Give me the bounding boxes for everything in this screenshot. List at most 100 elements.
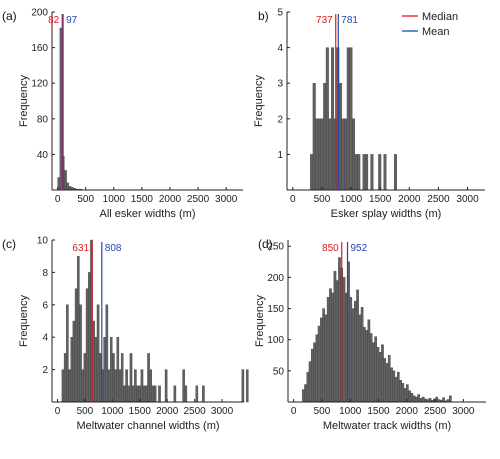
- x-tick-label: 0: [291, 406, 297, 417]
- x-tick-label: 500: [314, 194, 331, 205]
- histogram-bar: [317, 325, 321, 403]
- histogram-bar: [392, 370, 396, 403]
- y-axis-label: Frequency: [253, 75, 265, 127]
- histogram-bar: [387, 355, 391, 403]
- x-tick-label: 3000: [452, 406, 475, 417]
- mean-value-label: 808: [105, 243, 122, 254]
- panel-label: b): [258, 9, 269, 23]
- legend-mean-label: Mean: [422, 26, 450, 38]
- histogram-bar: [310, 154, 314, 191]
- y-tick-label: 8: [42, 268, 48, 279]
- x-tick-label: 0: [55, 194, 61, 205]
- histogram-bar: [140, 369, 144, 403]
- x-tick-label: 1500: [129, 406, 152, 417]
- histogram-bar: [435, 396, 439, 403]
- x-tick-label: 3000: [211, 406, 234, 417]
- histogram-bar: [342, 277, 346, 403]
- histogram-bar: [383, 154, 387, 191]
- histogram-bar: [344, 118, 348, 191]
- histogram-bar: [127, 385, 131, 403]
- x-tick-label: 3000: [456, 194, 479, 205]
- histogram-bar: [64, 170, 67, 191]
- histogram-bar: [94, 337, 98, 403]
- histogram-bar: [99, 353, 102, 403]
- histogram-bar: [338, 257, 341, 403]
- y-tick-label: 160: [31, 43, 48, 54]
- histogram-bar: [123, 385, 126, 403]
- histogram-bar: [315, 118, 319, 191]
- histogram-bar: [372, 342, 375, 403]
- histogram-bar: [72, 320, 76, 403]
- histogram-bar: [326, 297, 330, 403]
- x-axis-label: Meltwater channel widths (m): [76, 420, 219, 432]
- histogram-bar: [77, 256, 80, 403]
- x-tick-label: 2500: [184, 406, 207, 417]
- x-tick-label: 1500: [369, 194, 392, 205]
- x-tick-label: 0: [290, 194, 296, 205]
- x-axis-label: Meltwater track widths (m): [323, 420, 451, 432]
- histogram-bar: [105, 304, 109, 403]
- histogram-bar: [125, 369, 128, 403]
- y-tick-label: 4: [42, 333, 48, 344]
- x-tick-label: 2000: [159, 194, 182, 205]
- mean-value-label: 781: [341, 15, 358, 26]
- x-tick-label: 2500: [427, 194, 450, 205]
- panel-2: 0 500 1000 1500 2000 2500 3000 1 2 3 4 5 Esker splay…: [253, 8, 485, 220]
- y-tick-label: 50: [273, 366, 285, 377]
- histogram-bar: [313, 342, 316, 403]
- x-tick-label: 2500: [424, 406, 447, 417]
- histogram-bar: [131, 385, 135, 403]
- histogram-bar: [120, 353, 124, 403]
- histogram-bar: [304, 384, 307, 403]
- histogram-bar: [399, 380, 402, 403]
- mean-value-label: 952: [351, 243, 368, 254]
- histogram-bar: [394, 376, 398, 403]
- histogram-bar: [320, 317, 323, 403]
- histogram-bar: [393, 154, 397, 191]
- y-tick-label: 150: [267, 304, 284, 315]
- histogram-bar: [365, 154, 369, 191]
- histogram-bar: [109, 337, 113, 403]
- histogram-bar: [158, 385, 161, 403]
- histogram-bar: [103, 337, 106, 403]
- histogram-bar: [83, 353, 87, 403]
- histogram-bar: [118, 369, 122, 403]
- histogram-bar: [383, 358, 387, 403]
- histogram-bar: [79, 304, 82, 403]
- histogram-bar: [184, 385, 188, 403]
- x-tick-label: 2000: [396, 406, 419, 417]
- y-tick-label: 10: [37, 236, 49, 247]
- panel-label: (d): [258, 237, 273, 251]
- histogram-bar: [370, 154, 374, 191]
- x-tick-label: 1000: [340, 194, 363, 205]
- x-tick-label: 500: [77, 406, 94, 417]
- histogram-bar: [351, 308, 355, 403]
- histogram-bar: [362, 154, 366, 191]
- histogram-bars: [301, 257, 452, 403]
- histogram-bar: [329, 288, 332, 403]
- histogram-bar: [173, 385, 177, 403]
- histogram-bar: [145, 385, 148, 403]
- histogram-bar: [354, 300, 357, 403]
- y-tick-label: 200: [267, 273, 284, 284]
- x-tick-label: 1500: [367, 406, 390, 417]
- histogram-bar: [449, 395, 452, 403]
- histogram-bar: [85, 288, 89, 403]
- y-tick-label: 6: [42, 300, 48, 311]
- histogram-bar: [415, 396, 418, 403]
- histogram-bar: [88, 272, 91, 403]
- histogram-bar: [376, 346, 380, 403]
- histogram-bar: [129, 353, 133, 403]
- histogram-bar: [308, 361, 312, 403]
- histogram-bar: [241, 369, 245, 403]
- histogram-bar: [325, 47, 329, 191]
- histogram-bar: [349, 47, 353, 191]
- legend: Median Mean: [402, 11, 458, 38]
- panel-1: 0 500 1000 1500 2000 2500 3000 40 80 120 160 200 All…: [2, 8, 243, 220]
- x-axis-label: All esker widths (m): [100, 208, 196, 220]
- histogram-bar: [358, 314, 362, 403]
- histogram-bar: [315, 334, 319, 403]
- histogram-bar: [363, 327, 366, 403]
- histogram-bar: [112, 353, 115, 403]
- histogram-bar: [360, 307, 364, 403]
